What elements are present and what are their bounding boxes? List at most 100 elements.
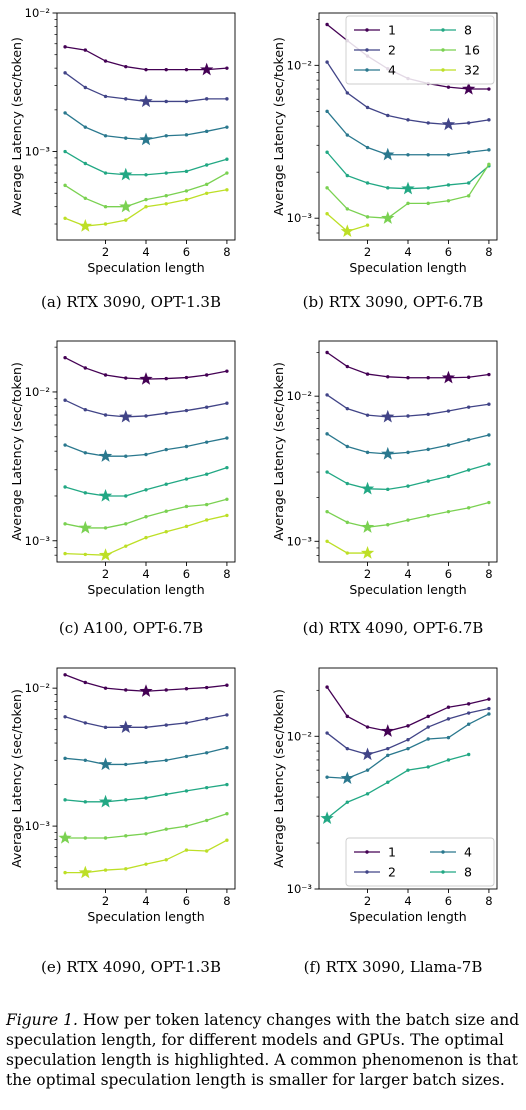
series-32 <box>63 514 228 561</box>
data-point <box>165 723 168 726</box>
data-point <box>104 373 107 376</box>
series-line-32 <box>65 515 227 555</box>
data-point <box>487 462 490 465</box>
data-point <box>427 725 430 728</box>
series-16 <box>325 163 490 224</box>
data-point <box>144 68 147 71</box>
figure-caption-text: How per token latency changes with the b… <box>6 1011 519 1089</box>
data-point <box>225 514 228 517</box>
data-point <box>63 399 66 402</box>
data-point <box>225 66 228 69</box>
legend-label-2: 2 <box>388 43 396 58</box>
data-point <box>467 181 470 184</box>
data-point <box>427 737 430 740</box>
optimal-star-marker <box>119 720 132 733</box>
data-point <box>185 755 188 758</box>
series-16 <box>325 501 490 533</box>
legend-label-2: 2 <box>388 865 396 880</box>
data-point <box>63 356 66 359</box>
series-line-8 <box>327 754 469 818</box>
x-tick-label: 6 <box>445 245 452 259</box>
x-axis-label: Speculation length <box>349 260 466 275</box>
y-tick-label: 10⁻³ <box>25 534 51 548</box>
data-point <box>406 768 409 771</box>
data-point <box>366 181 369 184</box>
data-point <box>205 503 208 506</box>
data-point <box>346 715 349 718</box>
data-point <box>406 724 409 727</box>
series-1 <box>63 45 228 75</box>
data-point <box>205 751 208 754</box>
series-1 <box>63 356 228 385</box>
plot-frame <box>57 668 235 889</box>
y-axis-label: Average Latency (sec/token) <box>9 362 24 541</box>
data-point <box>346 365 349 368</box>
series-32 <box>63 839 228 879</box>
data-point <box>124 834 127 837</box>
x-axis-label: Speculation length <box>349 909 466 924</box>
data-point <box>185 133 188 136</box>
panel-caption: (f) RTX 3090, Llama-7B <box>304 958 483 976</box>
y-axis-label: Average Latency (sec/token) <box>271 37 286 216</box>
series-line-2 <box>65 715 227 727</box>
series-line-2 <box>327 395 489 417</box>
x-tick-label: 4 <box>142 567 149 581</box>
data-point <box>467 121 470 124</box>
data-point <box>366 146 369 149</box>
data-point <box>225 125 228 128</box>
x-tick-label: 8 <box>223 894 230 908</box>
data-point <box>325 731 328 734</box>
data-point <box>346 445 349 448</box>
optimal-star-marker <box>79 521 92 534</box>
data-point <box>124 97 127 100</box>
x-tick-label: 8 <box>223 567 230 581</box>
data-point <box>165 171 168 174</box>
series-32 <box>63 188 228 232</box>
legend-swatch-dot <box>365 68 368 71</box>
data-point <box>63 217 66 220</box>
data-point <box>84 759 87 762</box>
x-tick-label: 4 <box>142 245 149 259</box>
data-point <box>63 184 66 187</box>
data-point <box>366 106 369 109</box>
data-point <box>366 223 369 226</box>
data-point <box>84 125 87 128</box>
y-tick-label: 10⁻³ <box>25 145 51 159</box>
data-point <box>467 753 470 756</box>
optimal-star-marker <box>442 371 455 384</box>
data-point <box>84 491 87 494</box>
data-point <box>84 800 87 803</box>
data-point <box>325 60 328 63</box>
data-point <box>104 222 107 225</box>
series-line-1 <box>327 352 489 377</box>
optimal-star-marker <box>79 219 92 232</box>
x-tick-label: 4 <box>142 894 149 908</box>
data-point <box>325 775 328 778</box>
series-32 <box>325 540 374 559</box>
data-point <box>487 697 490 700</box>
data-point <box>144 173 147 176</box>
x-tick-label: 8 <box>485 567 492 581</box>
data-point <box>124 522 127 525</box>
data-point <box>144 453 147 456</box>
data-point <box>346 482 349 485</box>
data-point <box>84 408 87 411</box>
data-point <box>84 162 87 165</box>
data-point <box>487 707 490 710</box>
legend-label-4: 4 <box>388 63 396 78</box>
data-point <box>165 510 168 513</box>
series-2 <box>325 393 490 422</box>
y-tick-label: 10⁻³ <box>287 882 313 896</box>
legend-swatch-dot <box>441 850 444 853</box>
optimal-star-marker <box>139 133 152 146</box>
optimal-star-marker <box>320 811 333 824</box>
panel-caption: (d) RTX 4090, OPT-6.7B <box>303 619 484 637</box>
data-point <box>144 198 147 201</box>
chart-panel-2: 2 4 6 810⁻²10⁻³Speculation lengthAverage La… <box>271 13 497 311</box>
data-point <box>447 758 450 761</box>
data-point <box>487 433 490 436</box>
data-point <box>104 868 107 871</box>
data-point <box>325 110 328 113</box>
series-2 <box>63 399 228 423</box>
